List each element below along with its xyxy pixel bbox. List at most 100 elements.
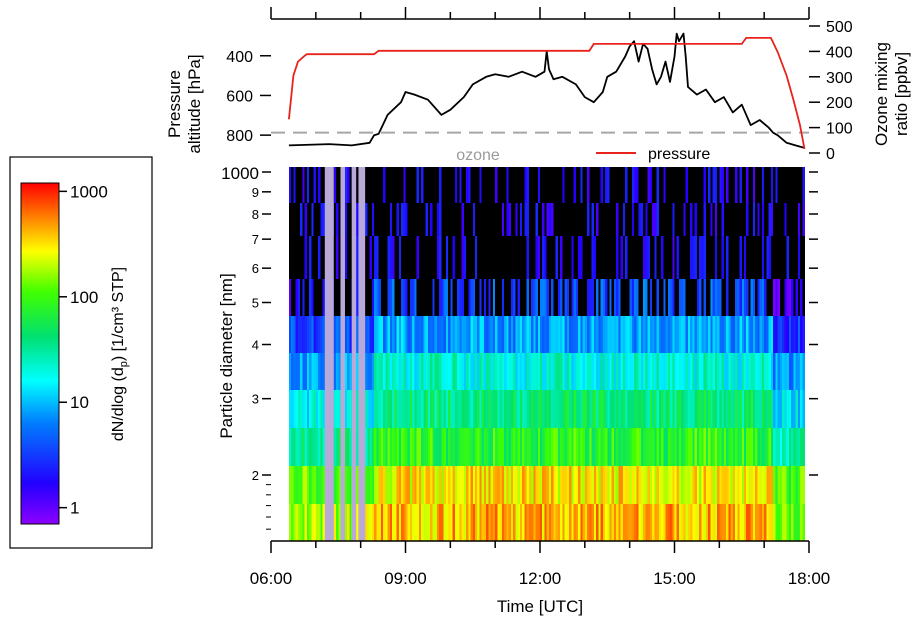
heatmap-cell xyxy=(540,428,543,466)
heatmap-cell xyxy=(705,203,709,236)
heatmap-cell xyxy=(587,466,590,504)
heatmap-cell xyxy=(309,353,312,390)
heatmap-cell xyxy=(618,466,622,504)
heatmap-cell xyxy=(627,203,631,236)
heatmap-cell xyxy=(625,390,628,428)
heatmap-cell xyxy=(802,316,805,353)
heatmap-cell xyxy=(705,279,709,316)
heatmap-cell xyxy=(546,466,550,504)
heatmap-cell xyxy=(761,504,765,541)
heatmap-cell xyxy=(486,167,489,203)
heatmap-cell xyxy=(566,504,570,541)
heatmap-cell xyxy=(454,167,458,203)
heatmap-cell xyxy=(672,236,675,279)
heatmap-cell xyxy=(322,279,326,316)
heatmap-cell xyxy=(304,504,308,541)
heatmap-cell xyxy=(445,316,449,353)
heatmap-cell xyxy=(640,390,644,428)
heatmap-cell xyxy=(524,316,527,353)
heatmap-cell xyxy=(557,203,561,236)
heatmap-cell xyxy=(425,316,429,353)
heatmap-cell xyxy=(598,428,601,466)
heatmap-cell xyxy=(800,316,803,353)
heatmap-cell xyxy=(383,428,386,466)
heatmap-cell xyxy=(723,466,727,504)
heatmap-cell xyxy=(508,428,512,466)
heatmap-cell xyxy=(773,316,776,353)
heatmap-cell xyxy=(609,316,613,353)
heatmap-cell xyxy=(708,353,711,390)
heatmap-cell xyxy=(665,428,669,466)
heatmap-cell xyxy=(743,390,747,428)
heatmap-cell xyxy=(504,167,507,203)
heatmap-cell xyxy=(318,466,321,504)
heatmap-cell xyxy=(481,316,485,353)
heatmap-cell xyxy=(582,504,586,541)
heatmap-cell xyxy=(412,428,415,466)
heatmap-cell xyxy=(735,428,738,466)
heatmap-cell xyxy=(445,167,449,203)
heatmap-cell xyxy=(782,316,785,353)
heatmap-cell xyxy=(752,390,756,428)
heatmap-cell xyxy=(667,466,671,504)
heatmap-cell xyxy=(441,353,445,390)
heatmap-cell xyxy=(618,390,622,428)
heatmap-cell xyxy=(526,236,530,279)
heatmap-cell xyxy=(770,390,774,428)
heatmap-cell xyxy=(461,167,465,203)
heatmap-cell xyxy=(638,504,642,541)
heatmap-cell xyxy=(477,203,480,236)
heatmap-cell xyxy=(396,466,400,504)
heatmap-cell xyxy=(414,428,418,466)
heatmap-cell xyxy=(322,353,326,390)
heatmap-cell xyxy=(450,428,453,466)
heatmap-cell xyxy=(546,316,550,353)
heatmap-cell xyxy=(537,390,541,428)
heatmap-cell xyxy=(457,428,460,466)
heatmap-cell xyxy=(598,316,601,353)
heatmap-cell xyxy=(414,203,418,236)
heatmap-cell xyxy=(743,316,747,353)
heatmap-cell xyxy=(708,504,711,541)
heatmap-cell xyxy=(795,279,799,316)
heatmap-cell xyxy=(293,316,297,353)
heatmap-cell xyxy=(636,316,640,353)
heatmap-cell xyxy=(687,428,691,466)
heatmap-cell xyxy=(551,353,554,390)
heatmap-cell xyxy=(735,279,738,316)
heatmap-cell xyxy=(445,353,449,390)
heatmap-cell xyxy=(786,428,790,466)
heatmap-cell xyxy=(667,353,671,390)
heatmap-cell xyxy=(761,236,765,279)
heatmap-cell xyxy=(349,428,353,466)
heatmap-cell xyxy=(661,236,664,279)
heatmap-cell xyxy=(479,203,483,236)
heatmap-cell xyxy=(533,466,536,504)
heatmap-cell xyxy=(311,466,314,504)
heatmap-cell xyxy=(737,167,740,203)
colorbar-tick-label: 10 xyxy=(70,393,89,412)
heatmap-cell xyxy=(782,167,785,203)
heatmap-cell xyxy=(728,466,731,504)
heatmap-cell xyxy=(708,466,711,504)
heatmap-cell xyxy=(432,203,436,236)
heatmap-cell xyxy=(477,466,480,504)
heatmap-cell xyxy=(378,316,382,353)
heatmap-cell xyxy=(672,466,675,504)
heatmap-cell xyxy=(692,316,696,353)
heatmap-cell xyxy=(535,504,539,541)
heatmap-cell xyxy=(661,353,664,390)
heatmap-cell xyxy=(602,279,606,316)
heatmap-cell xyxy=(784,353,787,390)
heatmap-cell xyxy=(600,203,604,236)
heatmap-cell xyxy=(466,504,469,541)
heatmap-cell xyxy=(696,316,700,353)
heatmap-cell xyxy=(699,390,702,428)
heatmap-cell xyxy=(793,279,796,316)
heatmap-cell xyxy=(634,504,637,541)
heatmap-cell xyxy=(607,466,610,504)
heatmap-cell xyxy=(306,236,310,279)
heatmap-cell xyxy=(531,390,534,428)
heatmap-cell xyxy=(764,428,767,466)
